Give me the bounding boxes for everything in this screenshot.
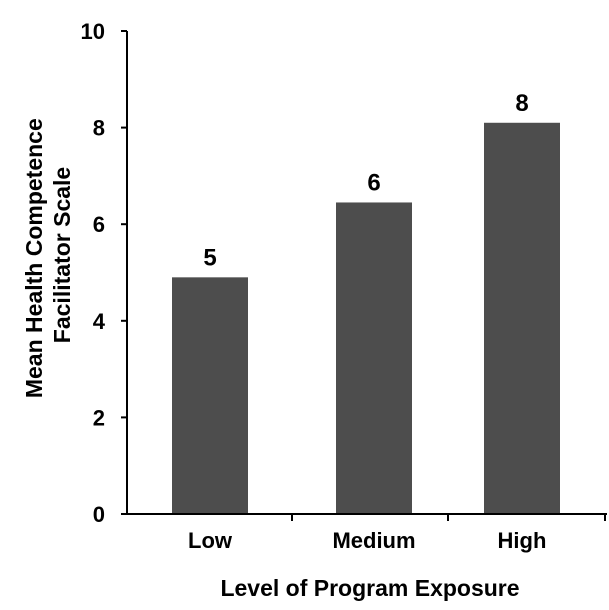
y-tick-label-4: 4	[93, 309, 106, 334]
data-label-low: 5	[203, 244, 216, 271]
y-axis-title-line-1: Mean Health Competence	[21, 118, 47, 398]
y-tick-label-10: 10	[81, 19, 105, 44]
bar-medium	[336, 202, 412, 514]
axes-layer	[126, 31, 607, 515]
x-tick-label-medium: Medium	[332, 528, 415, 553]
x-tick-label-low: Low	[188, 528, 233, 553]
y-axis-title: Mean Health Competence Facilitator Scale	[21, 112, 75, 398]
ticks-layer: Low Medium High 0 2 4 6 8 10	[81, 19, 606, 553]
x-tick-label-high: High	[498, 528, 547, 553]
data-labels-layer: 5 6 8	[203, 90, 528, 272]
y-tick-label-2: 2	[93, 405, 105, 430]
bars-layer	[172, 122, 560, 515]
y-tick-label-0: 0	[93, 502, 105, 527]
y-axis-title-line-2: Facilitator Scale	[49, 167, 75, 343]
bar-high	[484, 122, 560, 515]
y-tick-label-8: 8	[93, 116, 105, 141]
data-label-medium: 6	[367, 169, 380, 196]
y-tick-label-6: 6	[93, 212, 105, 237]
x-axis-title: Level of Program Exposure	[220, 575, 519, 601]
bar-low	[172, 277, 248, 514]
data-label-high: 8	[515, 90, 528, 117]
